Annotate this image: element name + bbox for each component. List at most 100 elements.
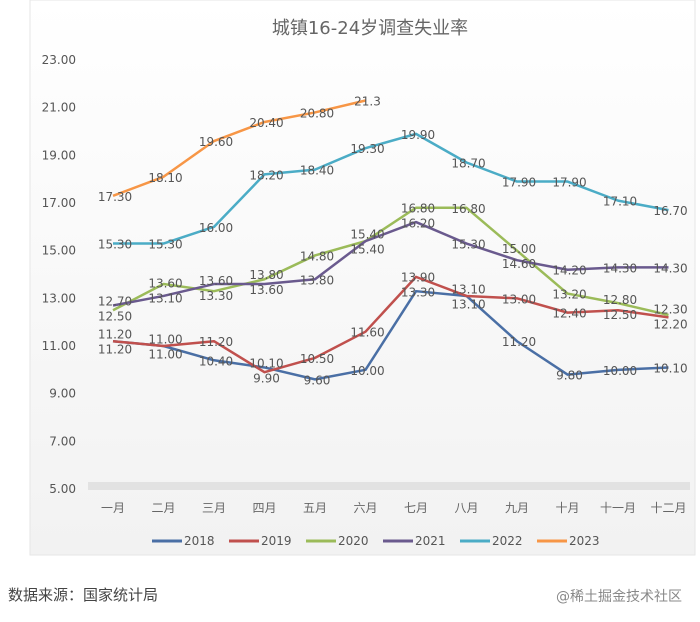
legend-label-2020: 2020 [338, 534, 369, 548]
y-tick-label: 21.00 [42, 101, 76, 115]
data-label-2021: 15.40 [350, 243, 384, 257]
x-axis-band [88, 482, 690, 490]
legend-label-2022: 2022 [492, 534, 523, 548]
data-label-2019: 13.10 [451, 297, 485, 311]
data-label-2020: 13.20 [552, 288, 586, 302]
series-line-2021 [112, 220, 669, 307]
data-label-2019: 10.50 [300, 352, 334, 366]
data-label-2019: 12.40 [552, 307, 586, 321]
data-label-2022: 17.90 [502, 176, 536, 190]
x-tick-label: 十一月 [600, 501, 636, 515]
data-label-2021: 15.30 [451, 238, 485, 252]
data-label-2022: 17.10 [603, 195, 637, 209]
y-tick-label: 13.00 [42, 291, 76, 305]
data-label-2019: 12.20 [653, 318, 687, 332]
data-label-2020: 14.80 [300, 249, 334, 263]
data-label-2019: 11.20 [199, 335, 233, 349]
data-label-2023: 18.10 [148, 171, 182, 185]
data-label-2018: 13.10 [451, 282, 485, 296]
series-line-2018 [112, 289, 669, 381]
data-label-2020: 12.80 [603, 293, 637, 307]
data-label-2022: 19.30 [350, 142, 384, 156]
data-label-2021: 13.60 [249, 283, 283, 297]
legend-label-2021: 2021 [415, 534, 446, 548]
data-label-2023: 20.80 [300, 106, 334, 120]
data-label-2021: 16.20 [401, 216, 435, 230]
data-label-2019: 11.60 [350, 326, 384, 340]
data-label-2021: 12.70 [98, 294, 132, 308]
x-tick-label: 一月 [101, 501, 125, 515]
data-label-2018: 9.60 [304, 373, 331, 387]
data-label-2018: 11.20 [502, 335, 536, 349]
data-label-2021: 13.10 [148, 291, 182, 305]
data-label-2020: 13.60 [148, 276, 182, 290]
data-label-2022: 16.70 [653, 204, 687, 218]
data-label-2023: 21.3 [354, 95, 381, 109]
data-label-2021: 14.60 [502, 257, 536, 271]
y-tick-label: 23.00 [42, 53, 76, 67]
data-label-2020: 12.50 [98, 309, 132, 323]
data-label-2018: 9.80 [556, 369, 583, 383]
series-line-2019 [112, 275, 669, 374]
data-label-2020: 13.80 [249, 268, 283, 282]
data-label-2020: 13.30 [199, 289, 233, 303]
x-tick-label: 五月 [303, 501, 327, 515]
data-label-2022: 15.30 [98, 238, 132, 252]
series-line-2023 [112, 99, 366, 198]
data-label-2019: 11.20 [98, 343, 132, 357]
data-label-2019: 9.90 [253, 371, 280, 385]
data-label-2022: 15.30 [148, 238, 182, 252]
x-tick-label: 四月 [252, 501, 276, 515]
legend-label-2023: 2023 [569, 534, 600, 548]
data-source-note: 数据来源：国家统计局 [8, 586, 159, 604]
y-tick-label: 17.00 [42, 196, 76, 210]
x-tick-label: 九月 [505, 501, 529, 515]
x-tick-label: 七月 [404, 501, 428, 515]
data-label-2022: 19.90 [401, 128, 435, 142]
data-label-2018: 11.00 [148, 333, 182, 347]
y-tick-label: 15.00 [42, 244, 76, 258]
data-label-2023: 17.30 [98, 190, 132, 204]
legend-label-2019: 2019 [261, 534, 292, 548]
chart-area [29, 0, 696, 556]
data-label-2020: 15.00 [502, 242, 536, 256]
y-tick-label: 9.00 [49, 387, 76, 401]
data-label-2022: 17.90 [552, 176, 586, 190]
x-tick-label: 十月 [555, 501, 579, 515]
y-tick-label: 5.00 [49, 482, 76, 496]
x-tick-label: 八月 [454, 501, 478, 515]
data-label-2021: 14.30 [603, 261, 637, 275]
data-label-2022: 16.00 [199, 221, 233, 235]
data-label-2021: 14.30 [653, 261, 687, 275]
legend-label-2018: 2018 [184, 534, 215, 548]
data-label-2018: 10.00 [603, 364, 637, 378]
data-label-2018: 10.40 [199, 354, 233, 368]
x-tick-label: 六月 [353, 501, 377, 515]
series-line-2022 [113, 132, 669, 245]
data-label-2020: 15.40 [350, 228, 384, 242]
data-label-2019: 11.00 [148, 348, 182, 362]
series-line-2020 [112, 206, 669, 317]
data-label-2018: 10.00 [350, 364, 384, 378]
y-tick-label: 7.00 [49, 434, 76, 448]
data-label-2023: 19.60 [199, 135, 233, 149]
data-label-2020: 16.80 [401, 201, 435, 215]
data-label-2018: 11.20 [98, 328, 132, 342]
x-tick-label: 十二月 [650, 501, 686, 515]
data-label-2021: 13.60 [199, 274, 233, 288]
line-chart: 城镇16-24岁调查失业率 5.00 7.00 9.00 11.00 13.00 15.0… [29, 0, 696, 556]
x-tick-label: 三月 [202, 501, 226, 515]
data-label-2018: 13.30 [401, 286, 435, 300]
data-label-2020: 16.80 [451, 202, 485, 216]
data-label-2019: 13.90 [401, 271, 435, 285]
data-label-2023: 20.40 [249, 116, 283, 130]
x-tick-label: 二月 [151, 501, 175, 515]
data-label-2019: 13.00 [502, 292, 536, 306]
chart-title: 城镇16-24岁调查失业率 [272, 18, 468, 39]
data-label-2019: 12.50 [603, 308, 637, 322]
data-label-2021: 14.20 [552, 264, 586, 278]
data-label-2022: 18.40 [300, 164, 334, 178]
data-label-2018: 10.10 [249, 356, 283, 370]
y-tick-label: 11.00 [42, 339, 76, 353]
watermark: @稀土掘金技术社区 [556, 589, 682, 605]
